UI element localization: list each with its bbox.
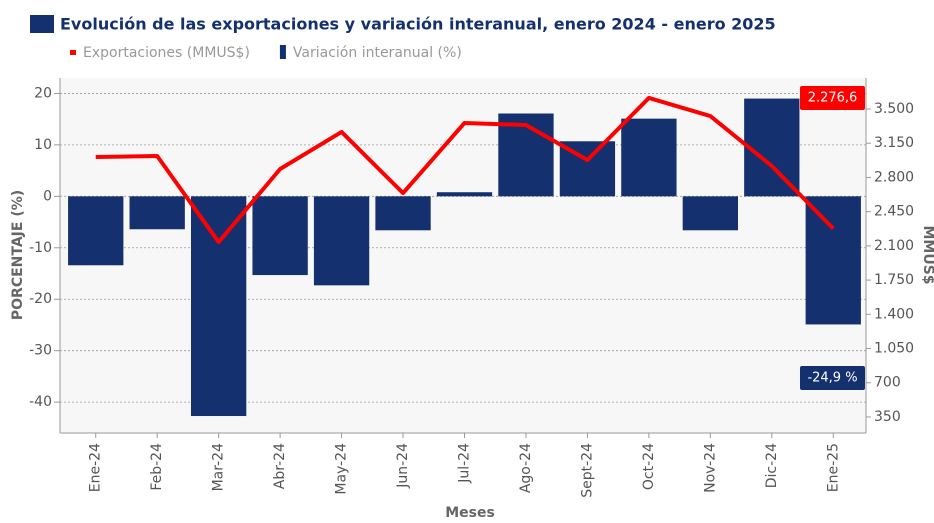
x-tick-label: Ago-24 <box>518 443 534 493</box>
y2-tick-label: 3.150 <box>874 135 914 151</box>
title-icon <box>30 15 54 33</box>
bar <box>436 192 493 197</box>
legend-swatch <box>70 50 76 55</box>
chart-title: Evolución de las exportaciones y variaci… <box>60 15 776 34</box>
y2-tick-label: 1.400 <box>874 306 914 322</box>
x-tick-label: Ene-24 <box>88 443 104 492</box>
legend-swatch <box>279 45 286 59</box>
bar <box>68 196 124 266</box>
y-tick-label: -40 <box>29 394 52 410</box>
x-tick-label: Dic-24 <box>764 443 780 488</box>
y-axis-label: PORCENTAJE (%) <box>10 190 26 320</box>
x-tick-label: Sept-24 <box>579 443 595 498</box>
bar <box>621 118 677 197</box>
legend-label: Variación interanual (%) <box>293 45 462 61</box>
y2-tick-label: 2.100 <box>874 238 914 254</box>
y-tick-label: -10 <box>29 240 52 256</box>
bar <box>313 196 370 286</box>
x-tick-label: Oct-24 <box>641 443 657 490</box>
value-label-box <box>800 86 865 110</box>
value-label: 2.276,6 <box>808 91 858 106</box>
y2-tick-label: 3.500 <box>874 101 914 117</box>
y2-tick-label: 2.800 <box>874 169 914 185</box>
y2-tick-label: 1.750 <box>874 272 914 288</box>
y2-axis-label: MMUS$ <box>920 225 934 284</box>
value-label-box <box>800 366 865 390</box>
bar <box>190 196 247 417</box>
x-tick-label: Ene-25 <box>825 443 841 492</box>
y2-tick-label: 700 <box>874 375 901 391</box>
y-tick-label: -30 <box>29 343 52 359</box>
bar <box>682 196 739 231</box>
x-tick-label: Nov-24 <box>702 443 718 493</box>
bar <box>744 98 800 197</box>
bar <box>375 196 431 231</box>
bar <box>252 196 308 276</box>
x-tick-label: Feb-24 <box>149 443 165 491</box>
bar <box>129 196 185 230</box>
line <box>95 95 835 245</box>
y2-tick-label: 1.050 <box>874 341 914 357</box>
x-tick-label: Jul-24 <box>457 443 473 484</box>
y2-tick-label: 350 <box>874 409 901 425</box>
legend-label: Exportaciones (MMUS$) <box>83 45 250 61</box>
x-tick-label: Jun-24 <box>395 443 411 489</box>
bar <box>805 196 861 325</box>
x-tick-label: Abr-24 <box>272 443 288 489</box>
y2-tick-label: 2.450 <box>874 204 914 220</box>
x-axis-label: Meses <box>445 505 495 521</box>
y-tick-label: 0 <box>43 188 52 204</box>
value-label: -24,9 % <box>807 371 857 386</box>
x-tick-label: May-24 <box>334 443 350 495</box>
x-tick-label: Mar-24 <box>211 443 227 491</box>
y-tick-label: -20 <box>29 291 52 307</box>
y-tick-label: 10 <box>34 137 52 153</box>
y-tick-label: 20 <box>34 85 52 101</box>
